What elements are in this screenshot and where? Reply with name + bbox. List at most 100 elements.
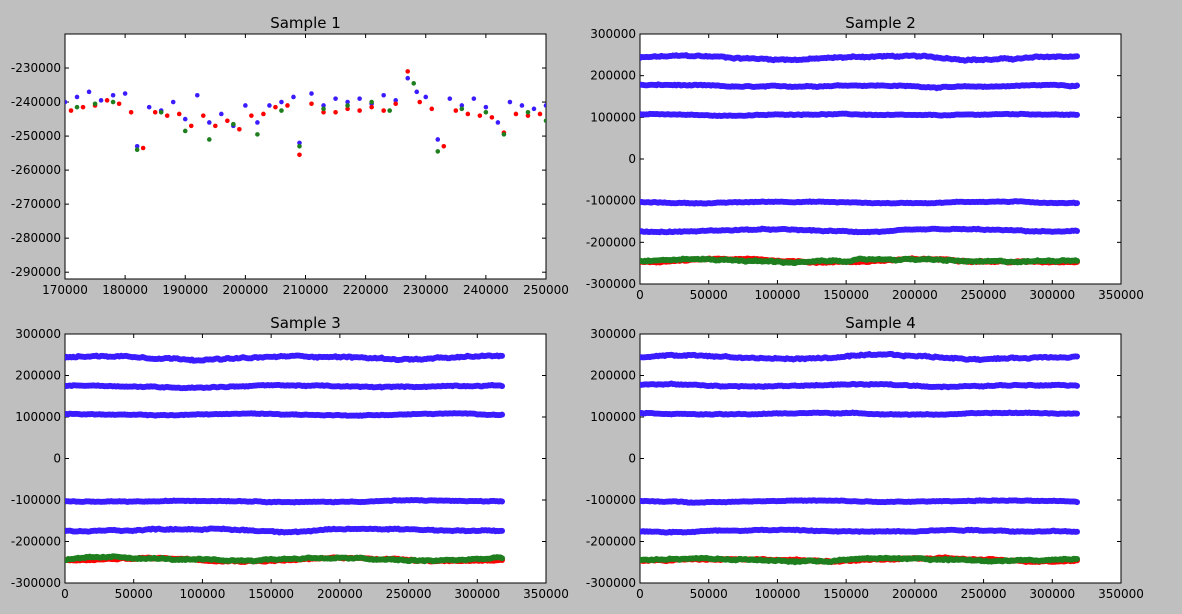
- x-tick-label: 100000: [755, 587, 801, 601]
- blue-point: [170, 99, 176, 105]
- blue-point: [65, 99, 68, 105]
- y-tick-label: -100000: [11, 493, 61, 507]
- chart-title: Sample 2: [845, 14, 916, 32]
- y-tick-label: 0: [53, 452, 61, 466]
- plot-area: [64, 333, 547, 584]
- blue-point: [543, 103, 546, 108]
- blue-point: [1074, 410, 1081, 417]
- blue-point: [255, 120, 260, 125]
- points-layer: [65, 69, 546, 158]
- x-tick-label: 300000: [454, 587, 500, 601]
- green-point: [387, 108, 392, 113]
- x-tick-label: 0: [636, 587, 644, 601]
- green-point: [207, 137, 212, 142]
- green-point: [321, 106, 326, 112]
- blue-point: [357, 96, 362, 101]
- x-tick-label: 180000: [102, 283, 148, 297]
- blue-point: [495, 120, 501, 125]
- red-point: [297, 152, 302, 158]
- y-tick-label: -250000: [11, 129, 61, 143]
- blue-point: [122, 91, 128, 96]
- green-point: [158, 109, 164, 115]
- red-point: [345, 106, 350, 112]
- green-point: [74, 104, 80, 110]
- blue-point: [291, 94, 296, 100]
- y-tick-label: -300000: [586, 576, 636, 590]
- blue-point: [279, 99, 284, 105]
- blue-point: [74, 94, 80, 100]
- green-point: [483, 109, 489, 115]
- x-tick-label: 200000: [317, 587, 363, 601]
- x-tick-label: 50000: [690, 288, 728, 302]
- blue-point: [499, 498, 506, 505]
- x-tick-label: 300000: [1029, 288, 1075, 302]
- green-point: [134, 147, 140, 152]
- red-point: [321, 109, 326, 115]
- blue-point: [146, 104, 152, 110]
- plot-area: [64, 33, 547, 280]
- green-point: [543, 118, 546, 124]
- x-tick-label: 190000: [162, 283, 208, 297]
- y-tick-label: -200000: [586, 235, 636, 249]
- green-point: [231, 121, 236, 127]
- red-point: [441, 143, 447, 149]
- y-tick-label: 100000: [590, 410, 636, 424]
- x-tick-label: 200000: [892, 587, 938, 601]
- plot-area: [639, 333, 1122, 584]
- blue-point: [499, 352, 506, 359]
- blue-point: [297, 140, 302, 146]
- red-point: [429, 106, 435, 112]
- blue-point: [499, 527, 506, 534]
- red-point: [68, 108, 74, 113]
- x-tick-label: 150000: [823, 288, 869, 302]
- red-point: [273, 104, 278, 110]
- blue-point: [243, 103, 248, 108]
- y-tick-label: -300000: [11, 576, 61, 590]
- x-tick-label: 200000: [892, 288, 938, 302]
- subplot-4: Sample 40 50000 100000 150000 200000 250000 30…: [586, 314, 1144, 601]
- blue-point: [194, 92, 200, 98]
- chart-title: Sample 3: [270, 314, 341, 332]
- points-layer: [65, 352, 506, 565]
- red-point: [285, 103, 290, 108]
- y-tick-label: 300000: [590, 327, 636, 341]
- blue-point: [1074, 53, 1081, 60]
- blue-point: [333, 96, 338, 101]
- red-point: [357, 108, 362, 113]
- red-point: [140, 145, 146, 151]
- y-tick-label: 300000: [15, 327, 61, 341]
- y-tick-label: 200000: [590, 69, 636, 83]
- x-tick-label: 350000: [1098, 288, 1144, 302]
- chart-title: Sample 1: [270, 14, 341, 32]
- blue-point: [499, 411, 506, 418]
- y-tick-label: -200000: [586, 535, 636, 549]
- red-point: [525, 113, 531, 118]
- x-tick-label: 200000: [222, 283, 268, 297]
- x-tick-label: 170000: [42, 283, 88, 297]
- y-tick-label: -100000: [586, 493, 636, 507]
- plot-area: [639, 33, 1122, 285]
- red-point: [537, 111, 543, 117]
- y-tick-label: -100000: [586, 194, 636, 208]
- red-point: [453, 108, 459, 113]
- red-point: [116, 101, 122, 107]
- red-point: [237, 126, 242, 132]
- red-point: [213, 123, 218, 129]
- green-point: [501, 132, 507, 137]
- green-point: [255, 132, 260, 137]
- green-point: [525, 109, 531, 115]
- red-point: [152, 109, 158, 115]
- blue-point: [507, 99, 513, 105]
- green-point: [182, 128, 188, 134]
- x-tick-label: 250000: [961, 587, 1007, 601]
- blue-point: [483, 104, 489, 110]
- x-tick-label: 210000: [283, 283, 329, 297]
- green-point: [279, 108, 284, 113]
- red-point: [188, 123, 194, 129]
- blue-point: [531, 106, 537, 112]
- blue-point: [134, 143, 140, 149]
- blue-point: [1074, 227, 1081, 234]
- red-point: [489, 115, 495, 120]
- green-point: [499, 555, 506, 562]
- x-tick-label: 150000: [823, 587, 869, 601]
